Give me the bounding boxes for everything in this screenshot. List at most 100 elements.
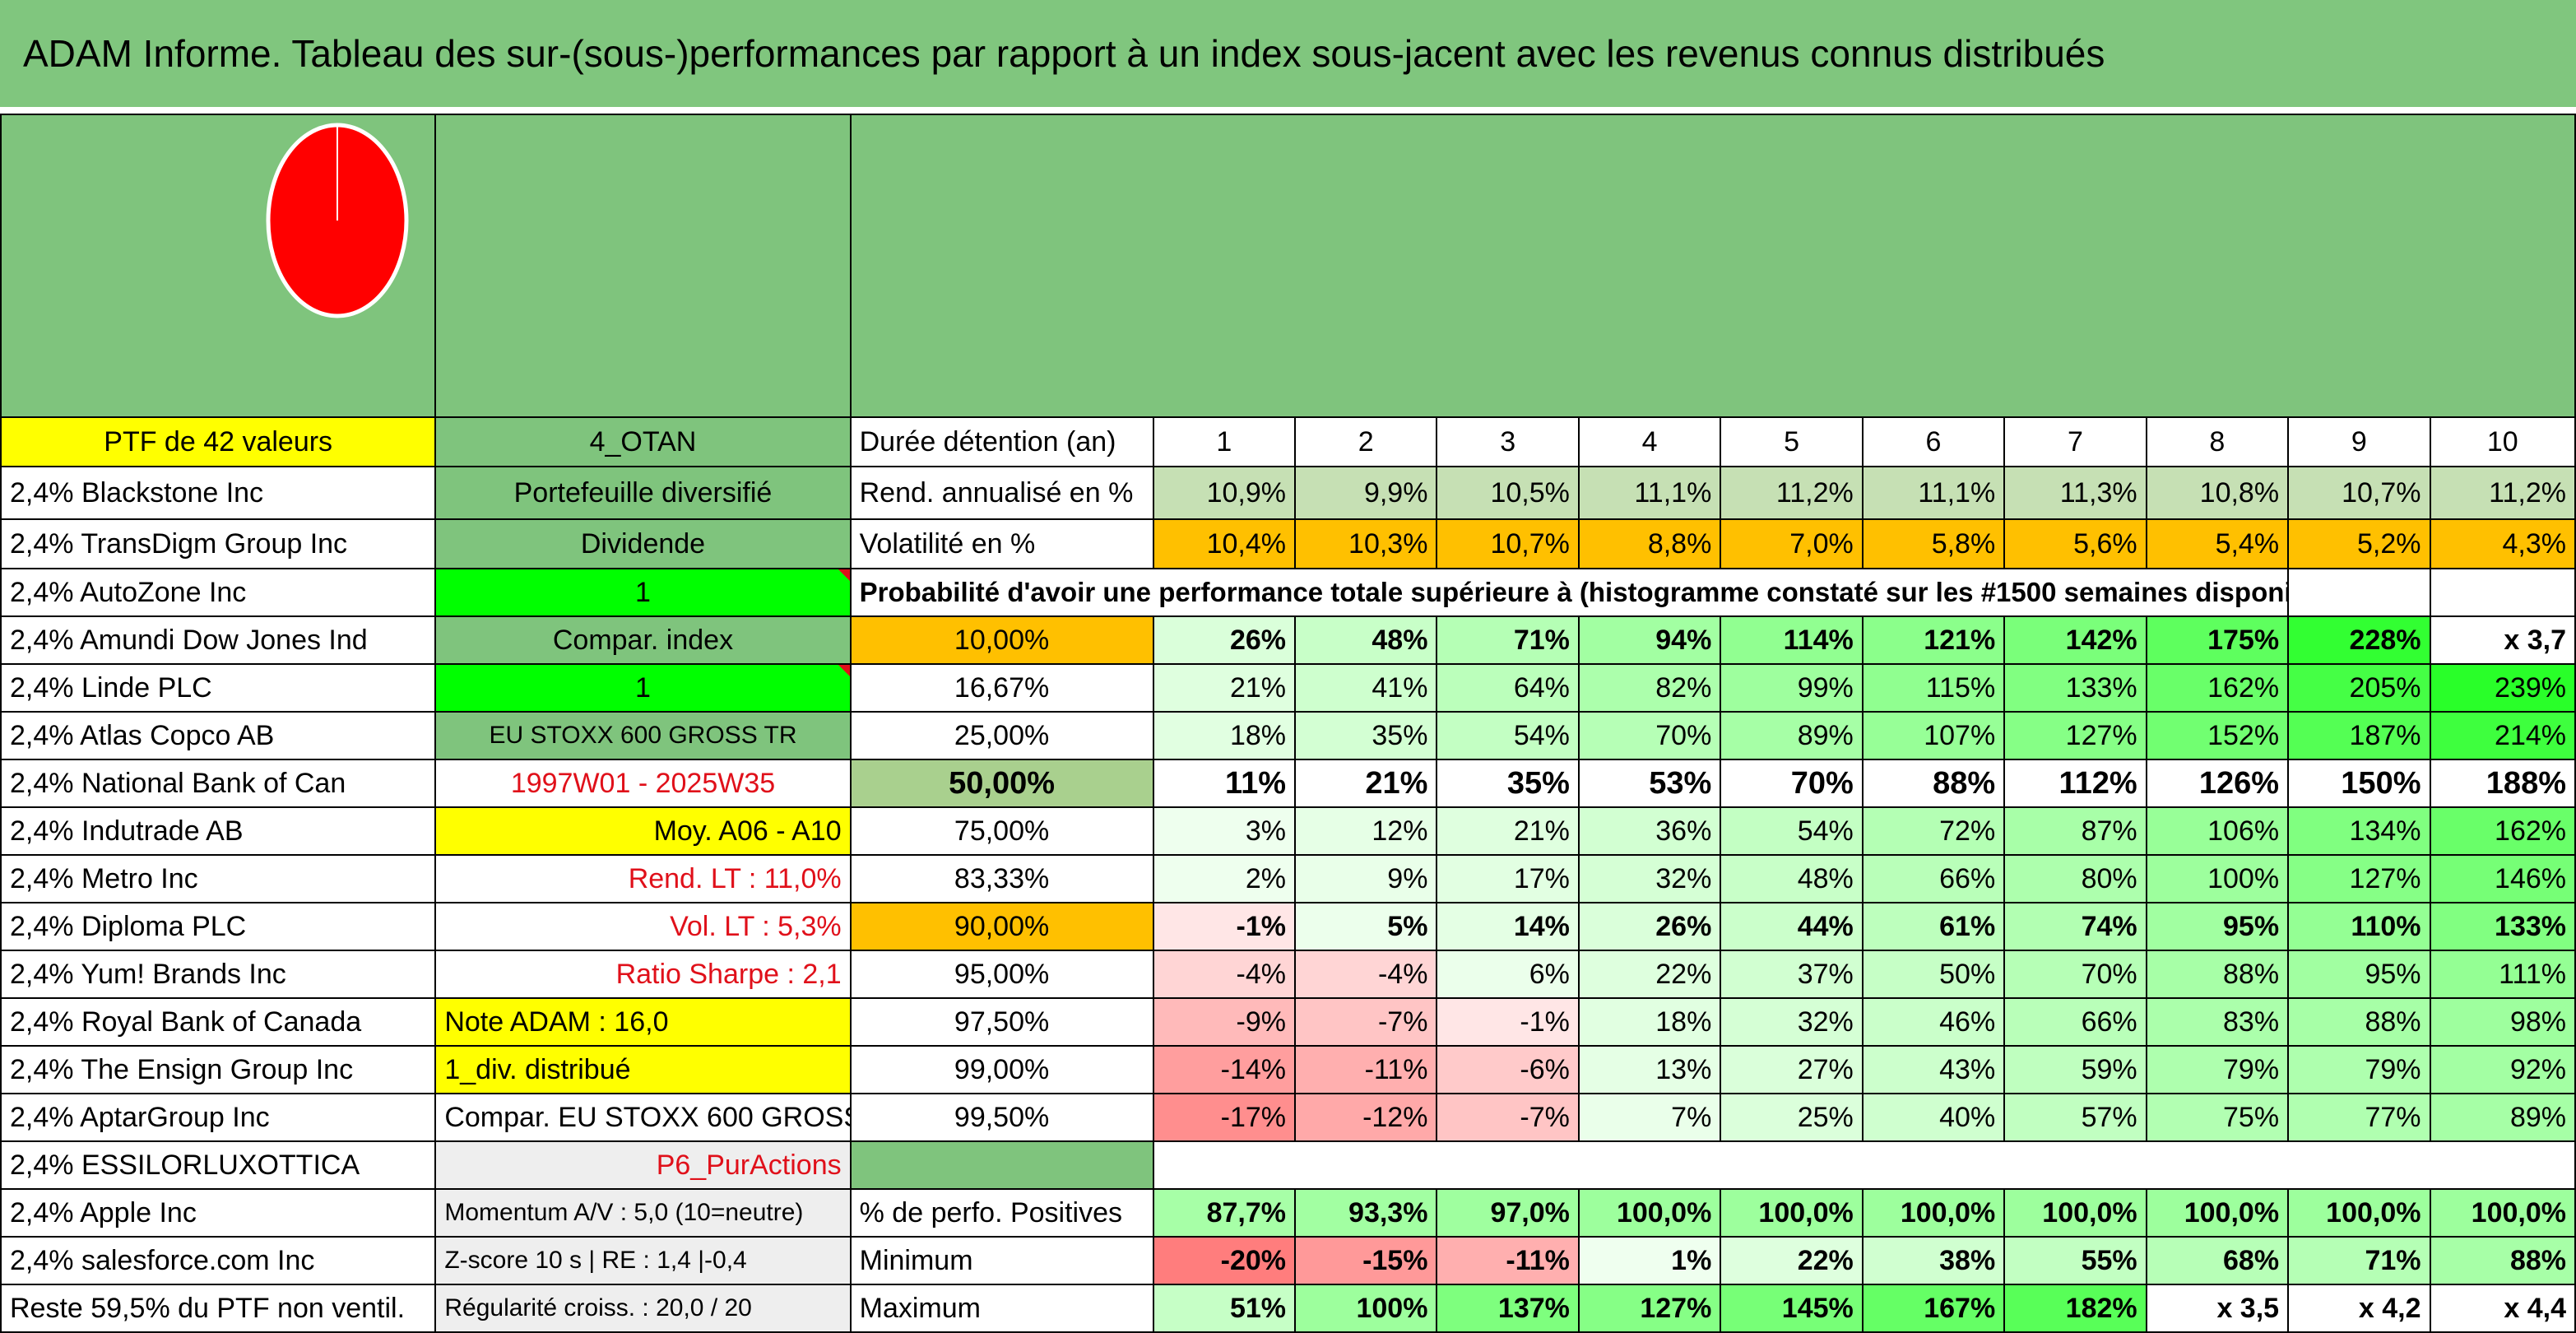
probability-value: 88% [1861, 759, 2006, 808]
probability-value: 89% [1720, 711, 1864, 760]
vol-value: 5,6% [2003, 518, 2147, 569]
probability-value: 127% [2287, 854, 2431, 903]
holding-name: 2,4% Apple Inc [0, 1188, 437, 1238]
probability-value: -11% [1293, 1045, 1438, 1094]
portfolio-info: Vol. LT : 5,3% [434, 902, 852, 951]
rend-label: Rend. annualisé en % [849, 466, 1154, 520]
stat-value: 182% [2003, 1284, 2147, 1333]
probability-value: 25% [1720, 1093, 1864, 1142]
probability-value: 54% [1436, 711, 1580, 760]
holding-name: 2,4% Metro Inc [0, 854, 437, 903]
probability-value: 162% [2145, 663, 2290, 713]
probability-value: 46% [1861, 997, 2006, 1047]
vol-value: 7,0% [1720, 518, 1864, 569]
probability-value: 107% [1861, 711, 2006, 760]
probability-value: 70% [1577, 711, 1722, 760]
stat-value: 100,0% [1861, 1188, 2006, 1238]
probability-value: -1% [1436, 997, 1580, 1047]
stat-value: 100,0% [1720, 1188, 1864, 1238]
vol-value: 5,4% [2145, 518, 2290, 569]
probability-value: 133% [2003, 663, 2147, 713]
probability-value: 134% [2287, 806, 2431, 856]
probability-header: Probabilité d'avoir une performance tota… [849, 568, 2290, 617]
stat-value: 100,0% [2003, 1188, 2147, 1238]
holding-name: 2,4% Atlas Copco AB [0, 711, 437, 760]
probability-value: 146% [2429, 854, 2576, 903]
probability-value: 88% [2287, 997, 2431, 1047]
stat-value: 88% [2429, 1236, 2576, 1285]
probability-threshold: 90,00% [849, 902, 1154, 951]
empty-cell [2287, 568, 2431, 617]
probability-value: 12% [1293, 806, 1438, 856]
portfolio-info: 1_div. distribué [434, 1045, 852, 1094]
stat-value: 22% [1720, 1236, 1864, 1285]
rend-value: 10,9% [1152, 466, 1297, 520]
probability-value: 150% [2287, 759, 2431, 808]
rend-value: 11,3% [2003, 466, 2147, 520]
stat-value: x 4,2 [2287, 1284, 2431, 1333]
probability-value: 121% [1861, 615, 2006, 665]
vol-value: 10,4% [1152, 518, 1297, 569]
allocation-pie-chart [266, 123, 409, 318]
stat-value: 71% [2287, 1236, 2431, 1285]
probability-value: 175% [2145, 615, 2290, 665]
probability-value: 115% [1861, 663, 2006, 713]
empty-cell [849, 1140, 1154, 1190]
portfolio-info: Note ADAM : 16,0 [434, 997, 852, 1047]
probability-threshold: 99,00% [849, 1045, 1154, 1094]
portfolio-info: Rend. LT : 11,0% [434, 854, 852, 903]
probability-threshold: 75,00% [849, 806, 1154, 856]
stat-value: 38% [1861, 1236, 2006, 1285]
portfolio-info: Momentum A/V : 5,0 (10=neutre) [434, 1188, 852, 1238]
vol-value: 5,2% [2287, 518, 2431, 569]
probability-value: 53% [1577, 759, 1722, 808]
portfolio-info: EU STOXX 600 GROSS TR [434, 711, 852, 760]
portfolio-info: Ratio Sharpe : 2,1 [434, 950, 852, 999]
stat-value: -20% [1152, 1236, 1297, 1285]
probability-value: 26% [1577, 902, 1722, 951]
ptf-header: PTF de 42 valeurs [0, 416, 437, 467]
probability-value: 188% [2429, 759, 2576, 808]
probability-value: 36% [1577, 806, 1722, 856]
stat-value: 68% [2145, 1236, 2290, 1285]
probability-value: 21% [1293, 759, 1438, 808]
probability-value: 44% [1720, 902, 1864, 951]
stat-value: 145% [1720, 1284, 1864, 1333]
probability-value: 83% [2145, 997, 2290, 1047]
holding-name: 2,4% Yum! Brands Inc [0, 950, 437, 999]
portfolio-info: 1 [434, 663, 852, 713]
probability-value: 32% [1577, 854, 1722, 903]
holding-name: Reste 59,5% du PTF non ventil. [0, 1284, 437, 1333]
probability-value: 43% [1861, 1045, 2006, 1094]
probability-value: 70% [2003, 950, 2147, 999]
year-header: 4 [1577, 416, 1722, 467]
probability-value: 228% [2287, 615, 2431, 665]
probability-value: 27% [1720, 1045, 1864, 1094]
probability-value: 89% [2429, 1093, 2576, 1142]
page-title: ADAM Informe. Tableau des sur-(sous-)per… [0, 0, 2576, 107]
rend-value: 10,7% [2287, 466, 2431, 520]
otan-label: 4_OTAN [434, 416, 852, 467]
vol-value: 10,7% [1436, 518, 1580, 569]
probability-value: -12% [1293, 1093, 1438, 1142]
portfolio-name [434, 114, 852, 418]
holding-duration-label: Durée détention (an) [849, 416, 1154, 467]
stat-value: 51% [1152, 1284, 1297, 1333]
holding-name: 2,4% TransDigm Group Inc [0, 518, 437, 569]
portfolio-info: Compar. index [434, 615, 852, 665]
probability-value: 100% [2145, 854, 2290, 903]
probability-value: 48% [1720, 854, 1864, 903]
holding-name: 2,4% AutoZone Inc [0, 568, 437, 617]
probability-value: 79% [2287, 1045, 2431, 1094]
year-header: 9 [2287, 416, 2431, 467]
probability-value: 74% [2003, 902, 2147, 951]
rend-value: 10,5% [1436, 466, 1580, 520]
portfolio-info: 1997W01 - 2025W35 [434, 759, 852, 808]
probability-threshold: 99,50% [849, 1093, 1154, 1142]
vol-value: 10,3% [1293, 518, 1438, 569]
portfolio-info: P6_PurActions [434, 1140, 852, 1190]
portfolio-info: Moy. A06 - A10 [434, 806, 852, 856]
rend-value: 11,1% [1577, 466, 1722, 520]
year-header: 6 [1861, 416, 2006, 467]
probability-value: 35% [1436, 759, 1580, 808]
